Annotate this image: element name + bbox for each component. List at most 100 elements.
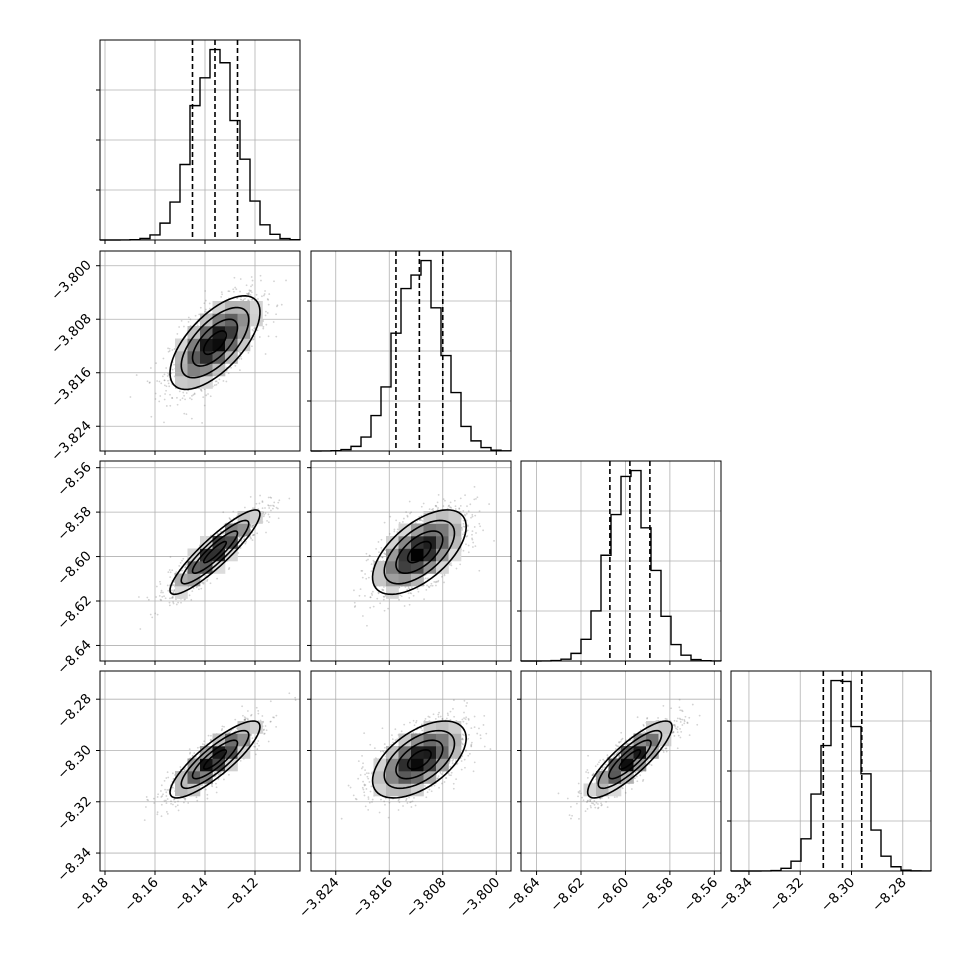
density-cell [200, 771, 213, 784]
density-cell [436, 561, 449, 574]
density-cell [237, 733, 251, 747]
density-cell [373, 783, 387, 797]
density-cell [386, 586, 399, 599]
density-cell [175, 376, 188, 389]
histogram-step-1 [310, 259, 512, 452]
density-cell [225, 301, 238, 314]
density-cell [212, 548, 226, 562]
x-tick-label: −3.824 [296, 875, 343, 922]
density-cell [373, 758, 387, 772]
density-cell [225, 351, 238, 364]
density-cell [386, 771, 399, 784]
x-tick-label: −8.62 [547, 875, 588, 916]
y-tick-label: −8.34 [54, 845, 95, 886]
contour-3 [586, 720, 673, 799]
y-tick-label: −8.32 [54, 793, 95, 834]
density-cell [448, 511, 462, 524]
contour-2 [180, 729, 250, 790]
x-tick-label: −8.60 [592, 875, 633, 916]
scatter-panel-3-0 [96, 670, 301, 875]
contour-2 [180, 306, 250, 379]
density-cell [212, 313, 226, 327]
scatter-panel-2-0 [96, 460, 301, 665]
density-shading [175, 511, 263, 599]
x-tick-label: −3.816 [349, 875, 396, 922]
contour-1 [191, 530, 239, 575]
axis-frame [520, 460, 722, 662]
density-cell [212, 301, 226, 314]
density-cell [237, 301, 251, 314]
y-tick-label: −8.56 [54, 459, 95, 500]
density-cell [373, 573, 387, 587]
axis-frame [99, 39, 301, 241]
axis-frame [730, 670, 932, 872]
density-cell [633, 733, 647, 747]
axis-frame [310, 460, 512, 662]
contour-0 [202, 330, 228, 356]
x-tick-label: −8.30 [818, 875, 859, 916]
y-tick-label: −8.58 [54, 504, 95, 545]
x-tick-label: −3.800 [456, 875, 503, 922]
density-cell [187, 758, 201, 772]
y-tick-label: −3.824 [48, 418, 95, 465]
scatter-panel-1-0 [96, 250, 301, 455]
density-cell [237, 523, 251, 537]
density-cell [187, 783, 201, 797]
density-cell [398, 548, 412, 562]
density-cell [212, 338, 226, 352]
y-tick-label: −8.64 [54, 637, 95, 678]
y-tick-label: −8.62 [54, 593, 95, 634]
density-cell [373, 771, 387, 784]
density-cell [237, 313, 251, 327]
density-cell [423, 523, 437, 537]
contour-3 [371, 509, 467, 596]
contour-1 [395, 739, 444, 780]
axis-frame [310, 670, 512, 872]
y-tick-label: −3.800 [48, 257, 95, 304]
histogram-panel-2 [517, 460, 722, 665]
contour-3 [371, 720, 467, 799]
contour-1 [395, 530, 444, 575]
density-cell [187, 376, 201, 389]
contour-2 [180, 519, 250, 585]
histogram-panel-3 [727, 670, 932, 875]
contour-0 [406, 540, 432, 564]
axis-frame [99, 460, 301, 662]
density-cell [373, 561, 387, 574]
density-cell [187, 363, 201, 377]
scatter-panel-2-1 [307, 460, 512, 665]
scatter-panel-3-2 [517, 670, 722, 875]
histogram-step-2 [520, 469, 722, 662]
x-tick-label: −3.808 [403, 875, 450, 922]
density-cell [398, 771, 412, 784]
contour-2 [597, 729, 663, 790]
density-cell [250, 313, 263, 327]
density-cell [436, 523, 449, 537]
y-tick-label: −3.808 [48, 311, 95, 358]
density-cell [398, 561, 412, 574]
contour-1 [191, 318, 239, 367]
contour-0 [618, 749, 642, 770]
histogram-panel-1 [307, 250, 512, 455]
density-cell [411, 758, 424, 772]
x-tick-label: −8.14 [171, 875, 212, 916]
contour-0 [202, 540, 228, 564]
contour-1 [607, 739, 652, 780]
density-cell [250, 511, 263, 524]
density-cell [398, 733, 412, 747]
contour-0 [406, 749, 432, 770]
density-cell [386, 783, 399, 797]
density-cell [200, 338, 213, 352]
density-shading [175, 721, 263, 797]
axis-frame [99, 670, 301, 872]
histogram-step-3 [731, 679, 932, 872]
density-cell [583, 783, 597, 797]
contour-2 [383, 729, 456, 790]
x-tick-label: −8.56 [681, 875, 722, 916]
density-shading [373, 511, 462, 599]
density-cell [646, 733, 659, 747]
density-cell [436, 758, 449, 772]
density-cell [175, 783, 188, 797]
density-cell [212, 536, 226, 549]
